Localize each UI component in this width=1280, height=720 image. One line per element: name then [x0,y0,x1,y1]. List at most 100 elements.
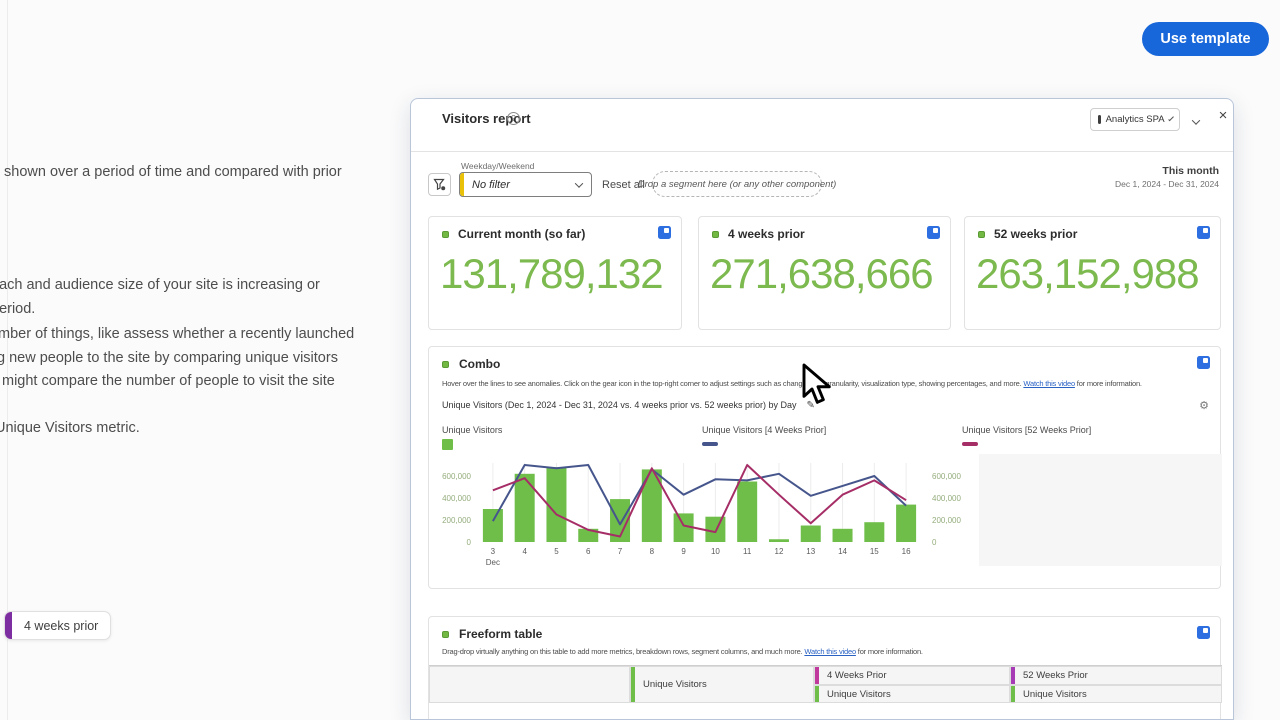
close-icon[interactable]: × [1218,107,1228,124]
svg-text:400,000: 400,000 [932,494,961,503]
segment-chip-4-weeks-prior[interactable]: 4 weeks prior [4,611,112,640]
watch-video-link[interactable]: Watch this video [804,647,856,656]
column-color-bar [1011,667,1015,684]
svg-text:600,000: 600,000 [932,472,961,481]
table-header-52-weeks-prior[interactable]: 52 Weeks Prior [1010,666,1222,685]
watch-video-link[interactable]: Watch this video [1023,379,1075,388]
segment-dropzone-label: Drop a segment here (or any other compon… [637,178,837,190]
summary-card-52-weeks-prior: 52 weeks prior 263,152,988 [964,216,1221,330]
article-line: Unique Visitors metric. [0,420,140,436]
collapse-panel-button[interactable] [1191,112,1209,128]
page-edge-divider [7,0,8,720]
gear-icon[interactable]: ⚙ [1199,400,1209,412]
workspace-selector[interactable]: Analytics SPA [1090,108,1180,131]
combo-description-text: Hover over the lines to see anomalies. C… [442,379,1024,388]
summary-card-title: 4 weeks prior [728,227,805,241]
summary-card-value: 263,152,988 [976,250,1200,297]
segment-chip-label: 4 weeks prior [24,618,99,633]
svg-text:10: 10 [711,547,720,556]
use-template-button[interactable]: Use template [1142,22,1269,56]
filter-funnel-button[interactable] [428,173,451,196]
svg-text:13: 13 [806,547,815,556]
table-header-unique-visitors[interactable]: Unique Visitors [630,666,814,703]
summary-number-icon[interactable] [658,226,671,239]
legend-item-unique-visitors[interactable]: Unique Visitors [442,425,502,450]
svg-text:200,000: 200,000 [442,516,471,525]
table-corner-cell[interactable] [429,666,630,703]
column-color-bar [631,667,635,702]
svg-text:3: 3 [491,547,496,556]
metric-dot-icon [978,230,985,238]
legend-swatch-line [702,442,718,446]
workspace-icon [1098,115,1101,124]
svg-text:15: 15 [870,547,879,556]
filter-dropdown-value: No filter [472,178,510,191]
funnel-icon [433,178,446,191]
article-line: shown over a period of time and compared… [4,164,342,180]
legend-item-52-weeks-prior[interactable]: Unique Visitors [52 Weeks Prior] [962,425,1091,446]
filter-dropdown[interactable]: No filter [459,172,592,197]
date-range[interactable]: This month Dec 1, 2024 - Dec 31, 2024 [1115,165,1219,189]
article-line: mber of things, like assess whether a re… [0,326,355,342]
edit-pencil-icon[interactable]: ✎ [806,400,815,411]
reset-all-link[interactable]: Reset all [602,179,645,191]
legend-label: Unique Visitors [4 Weeks Prior] [702,425,827,435]
svg-text:0: 0 [932,538,937,547]
column-color-bar [815,686,819,702]
svg-text:Dec: Dec [486,558,500,567]
column-color-bar [1011,686,1015,702]
svg-text:200,000: 200,000 [932,516,961,525]
table-subheader-unique-visitors[interactable]: Unique Visitors [1010,685,1222,703]
combo-description: Hover over the lines to see anomalies. C… [442,379,1210,388]
combo-chart[interactable]: 0 0 200,000 200,000 400,000 400,000 600,000 600… [432,449,962,571]
column-color-bar [815,667,819,684]
combo-viz-icon[interactable] [1197,356,1210,369]
combo-empty-area [979,454,1222,566]
segment-dropzone[interactable]: Drop a segment here (or any other compon… [638,171,836,197]
summary-card-title: Current month (so far) [458,227,586,241]
column-header-label: 52 Weeks Prior [1023,670,1088,681]
visitors-report-panel: Visitors report ? Analytics SPA × Weekda… [410,98,1234,720]
legend-item-4-weeks-prior[interactable]: Unique Visitors [4 Weeks Prior] [702,425,826,446]
combo-subtitle: Unique Visitors (Dec 1, 2024 - Dec 31, 2… [442,400,815,411]
summary-number-icon[interactable] [927,226,940,239]
legend-swatch-square [442,439,453,450]
svg-text:14: 14 [838,547,847,556]
svg-text:12: 12 [775,547,784,556]
freeform-description: Drag-drop virtually anything on this tab… [442,647,1210,656]
table-subheader-unique-visitors[interactable]: Unique Visitors [814,685,1010,703]
column-header-label: 4 Weeks Prior [827,670,887,681]
svg-text:0: 0 [467,538,472,547]
metric-dot-icon [442,230,449,238]
help-icon[interactable]: ? [507,112,520,125]
combo-description-end: for more information. [1074,379,1142,388]
summary-card-4-weeks-prior: 4 weeks prior 271,638,666 [698,216,951,330]
freeform-table: Unique Visitors 4 Weeks Prior Unique Vis… [429,665,1222,703]
article-line: might compare the number of people to vi… [2,373,335,389]
freeform-viz-icon[interactable] [1197,626,1210,639]
chevron-down-icon [1167,115,1174,122]
article-line: g new people to the site by comparing un… [0,350,338,366]
combo-subtitle-text: Unique Visitors (Dec 1, 2024 - Dec 31, 2… [442,400,797,410]
article-line: period. [0,301,36,317]
freeform-description-text: Drag-drop virtually anything on this tab… [442,647,805,656]
column-header-label: Unique Visitors [643,679,707,690]
metric-dot-icon [442,630,449,638]
article-line: each and audience size of your site is i… [0,277,320,293]
workspace-selector-label: Analytics SPA [1105,114,1165,125]
metric-dot-icon [442,360,449,368]
svg-text:9: 9 [681,547,686,556]
column-header-label: Unique Visitors [827,688,891,700]
date-range-period: This month [1162,165,1219,177]
filter-dimension-label: Weekday/Weekend [461,161,535,171]
table-header-4-weeks-prior[interactable]: 4 Weeks Prior [814,666,1010,685]
filter-color-bar [460,173,464,196]
panel-divider [411,151,1233,152]
summary-number-icon[interactable] [1197,226,1210,239]
svg-text:8: 8 [650,547,655,556]
combo-title: Combo [459,357,501,371]
segment-chip-color-bar [5,612,12,639]
svg-text:400,000: 400,000 [442,494,471,503]
summary-card-value: 131,789,132 [440,250,664,297]
